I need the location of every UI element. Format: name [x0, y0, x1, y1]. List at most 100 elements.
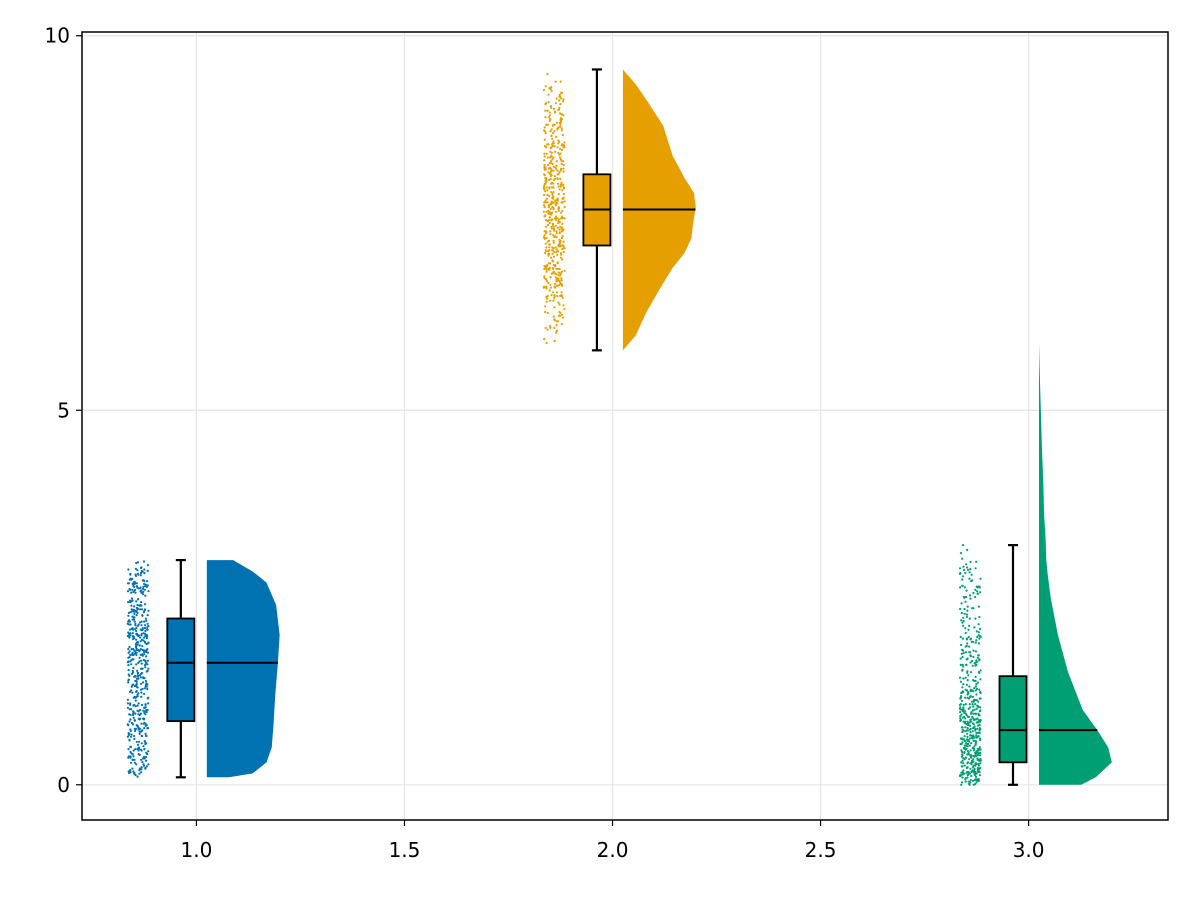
rain-point — [552, 234, 555, 237]
rain-point — [546, 311, 549, 314]
rain-point — [960, 691, 963, 695]
rain-point — [140, 662, 143, 665]
rain-point — [968, 571, 971, 574]
rain-point — [548, 116, 551, 119]
rain-point — [143, 620, 146, 623]
rain-point — [549, 156, 552, 159]
rain-point — [126, 723, 129, 726]
rain-point — [963, 751, 966, 754]
rain-point — [976, 717, 979, 720]
rain-point — [144, 722, 147, 725]
rain-point — [544, 199, 547, 202]
rain-point — [966, 739, 970, 743]
rain-point — [543, 163, 546, 167]
rain-point — [554, 102, 558, 105]
rain-point — [969, 568, 972, 571]
rain-point — [549, 230, 552, 233]
rain-point — [552, 178, 556, 181]
rain-point — [550, 294, 553, 297]
rain-point — [557, 209, 560, 212]
rain-point — [548, 210, 551, 213]
rain-point — [969, 560, 972, 564]
rain-point — [977, 705, 980, 708]
rain-point — [134, 650, 137, 654]
rain-point — [978, 759, 981, 762]
rain-point — [543, 230, 546, 233]
rain-point — [972, 705, 975, 708]
rain-point — [550, 151, 553, 154]
rain-point — [557, 142, 560, 145]
rain-point — [551, 145, 555, 148]
rain-point — [964, 712, 968, 715]
rain-point — [979, 635, 982, 639]
rain-point — [542, 186, 546, 189]
rain-point — [547, 143, 550, 146]
rain-point — [973, 774, 977, 777]
rain-point — [966, 693, 969, 696]
rain-point — [556, 182, 560, 185]
rain-point — [555, 267, 558, 270]
rain-point — [135, 629, 138, 633]
rain-point — [967, 635, 970, 639]
rain-point — [551, 249, 554, 252]
rain-point — [971, 659, 974, 663]
rain-point — [556, 202, 559, 205]
rain-point — [144, 594, 147, 597]
rain-point — [560, 270, 564, 273]
rain-point — [968, 744, 971, 747]
rain-point — [557, 151, 560, 154]
rain-point — [147, 667, 150, 670]
rain-point — [970, 580, 973, 583]
rain-point — [551, 181, 554, 184]
rain-point — [559, 217, 563, 220]
rain-point — [142, 763, 145, 766]
rain-point — [129, 729, 132, 733]
rain-point — [552, 107, 556, 110]
rain-point — [963, 764, 966, 767]
rain-point — [129, 573, 132, 576]
rain-point — [560, 283, 564, 286]
rain-point — [962, 565, 965, 568]
rain-point — [543, 234, 546, 237]
rain-point — [552, 191, 555, 194]
rain-point — [975, 731, 978, 735]
rain-point — [140, 589, 143, 592]
rain-point — [970, 774, 973, 778]
rain-point — [978, 671, 981, 675]
x-tick-label: 2.5 — [805, 838, 837, 862]
rain-point — [554, 80, 557, 83]
rain-point — [130, 648, 133, 651]
rain-point — [553, 339, 556, 343]
rain-point — [145, 670, 148, 673]
rain-point — [972, 758, 975, 761]
rain-point — [136, 624, 139, 628]
rain-point — [553, 326, 556, 329]
rain-point — [974, 567, 977, 570]
rain-point — [967, 674, 970, 677]
rain-point — [977, 720, 980, 723]
rain-point — [970, 689, 973, 692]
rain-point — [560, 313, 564, 316]
rain-point — [130, 752, 133, 755]
rain-point — [554, 111, 557, 114]
rain-point — [133, 589, 136, 592]
rain-point — [139, 767, 142, 770]
rain-point — [143, 582, 146, 586]
rain-point — [963, 612, 966, 615]
rain-point — [551, 266, 554, 270]
rain-point — [965, 766, 968, 770]
rain-point — [126, 698, 129, 701]
rain-point — [129, 588, 132, 591]
rain-point — [139, 674, 142, 677]
rain-point — [543, 159, 546, 162]
rain-point — [132, 749, 135, 752]
rain-point — [127, 648, 130, 651]
rain-point — [557, 173, 560, 176]
rain-point — [549, 118, 552, 121]
rain-point — [549, 233, 552, 236]
rain-point — [979, 709, 982, 712]
rain-point — [965, 729, 968, 732]
rain-point — [129, 660, 132, 663]
rain-point — [546, 189, 549, 192]
rain-point — [139, 676, 142, 679]
